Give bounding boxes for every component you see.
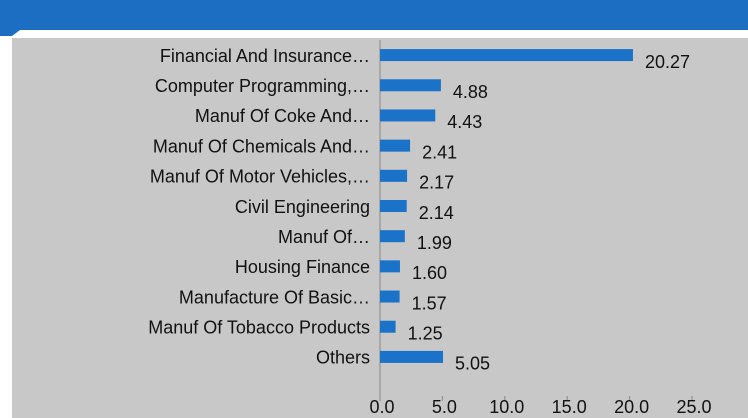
bar — [380, 260, 400, 273]
bar — [380, 49, 633, 62]
value-label: 1.60 — [412, 263, 447, 283]
header-band — [0, 0, 748, 36]
bar — [380, 139, 411, 152]
value-label: 4.43 — [447, 112, 482, 132]
bar — [380, 169, 408, 182]
y-tick-label: Manuf Of Tobacco Products — [148, 317, 370, 337]
bar — [380, 109, 436, 122]
y-tick-label: Computer Programming,… — [155, 76, 370, 96]
value-label: 4.88 — [453, 82, 488, 102]
y-tick-label: Manuf Of Chemicals And… — [153, 136, 370, 156]
x-tick-label: 5.0 — [432, 397, 457, 417]
value-label: 1.57 — [412, 293, 447, 313]
value-label: 2.17 — [419, 173, 454, 193]
value-label: 1.25 — [408, 323, 443, 343]
y-tick-label: Manuf Of… — [278, 227, 370, 247]
value-label: 1.99 — [417, 233, 452, 253]
bar — [380, 200, 407, 212]
bar — [380, 290, 400, 303]
x-tick-label: 25.0 — [676, 397, 711, 417]
value-label: 2.41 — [422, 142, 457, 162]
y-tick-label: Housing Finance — [235, 257, 370, 277]
x-tick-label: 10.0 — [489, 397, 524, 417]
bar — [380, 350, 444, 363]
x-tick-label: 15.0 — [552, 397, 587, 417]
y-tick-label: Financial And Insurance… — [160, 46, 370, 66]
y-tick-label: Manufacture Of Basic… — [179, 287, 370, 307]
x-tick-label: 20.0 — [614, 397, 649, 417]
value-label: 20.27 — [645, 52, 690, 72]
bar — [380, 230, 405, 243]
value-label: 5.05 — [455, 354, 490, 374]
value-label: 2.14 — [419, 203, 454, 223]
x-tick-label: 0.0 — [369, 397, 394, 417]
y-tick-label: Others — [316, 348, 370, 368]
y-tick-label: Manuf Of Coke And… — [195, 106, 370, 126]
y-tick-label: Manuf Of Motor Vehicles,… — [150, 167, 370, 187]
bar — [380, 320, 396, 333]
bar — [380, 79, 441, 92]
y-tick-label: Civil Engineering — [235, 197, 370, 217]
